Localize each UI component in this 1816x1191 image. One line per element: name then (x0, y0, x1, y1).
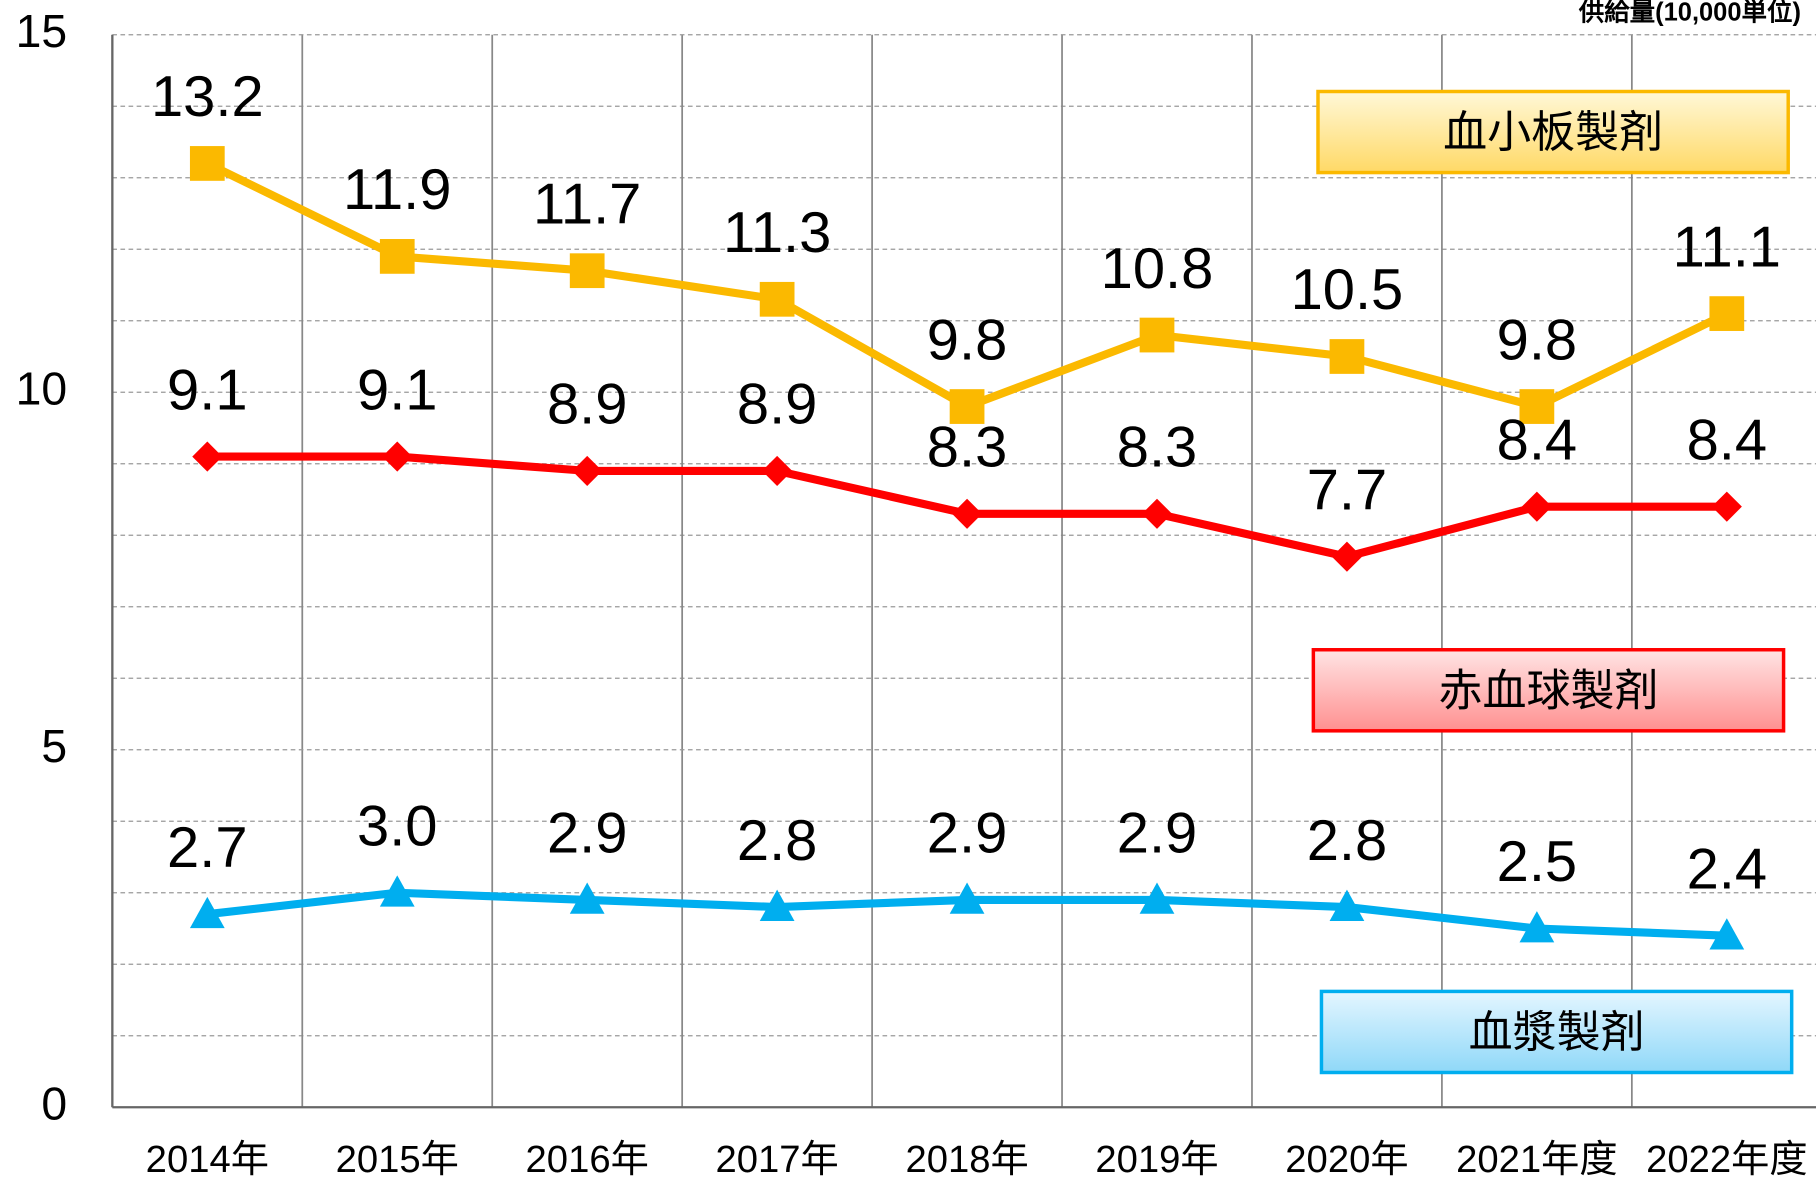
marker (949, 389, 985, 424)
data-label: 9.8 (927, 308, 1007, 372)
x-tick-label: 2020年 (1285, 1138, 1408, 1181)
y-tick-label: 15 (16, 5, 68, 57)
data-label: 10.8 (1101, 237, 1214, 301)
legend-label: 血漿製剤 (1469, 1008, 1645, 1057)
marker (1329, 889, 1365, 921)
data-label: 2.7 (167, 816, 247, 880)
data-label: 9.1 (357, 358, 437, 422)
data-label: 9.1 (167, 358, 247, 422)
legend-box (1319, 989, 1794, 1075)
marker (759, 281, 795, 317)
data-label: 11.9 (343, 158, 451, 222)
data-label: 2.4 (1687, 837, 1767, 901)
marker (1711, 491, 1742, 522)
data-label: 3.0 (357, 794, 437, 858)
data-label: 11.3 (723, 201, 831, 265)
marker (569, 882, 605, 914)
marker (1139, 317, 1175, 353)
data-label: 11.7 (533, 172, 641, 236)
legend-label: 血小板製剤 (1443, 108, 1663, 157)
marker (569, 253, 605, 289)
marker (1139, 882, 1175, 914)
data-label: 2.5 (1497, 830, 1577, 894)
marker (379, 239, 415, 274)
x-tick-label: 2021年度 (1456, 1138, 1617, 1181)
marker (1329, 339, 1365, 374)
x-tick-label: 2016年 (526, 1138, 649, 1181)
marker (759, 889, 795, 921)
marker (379, 875, 415, 907)
marker (189, 146, 225, 181)
x-tick-label: 2022年度 (1646, 1138, 1807, 1181)
data-label: 8.3 (927, 416, 1007, 480)
marker (1141, 498, 1173, 529)
legend-label: 赤血球製剤 (1438, 666, 1658, 715)
data-label: 2.9 (1117, 802, 1197, 866)
x-tick-label: 2019年 (1095, 1138, 1218, 1181)
data-label: 8.9 (737, 373, 817, 437)
data-label: 2.8 (1307, 809, 1387, 873)
marker (192, 441, 223, 472)
marker (952, 498, 983, 529)
data-label: 2.9 (927, 802, 1007, 866)
marker (1709, 296, 1745, 331)
marker (1331, 541, 1362, 572)
y-tick-label: 10 (16, 362, 68, 414)
marker (1709, 918, 1745, 950)
data-label: 8.9 (547, 373, 627, 437)
legend-box (1311, 648, 1786, 733)
data-label: 2.9 (547, 802, 627, 866)
data-label: 13.2 (151, 65, 264, 129)
data-label: 7.7 (1307, 458, 1387, 522)
x-tick-label: 2018年 (905, 1138, 1028, 1181)
data-label: 2.8 (737, 809, 817, 873)
marker (1519, 389, 1555, 424)
x-tick-label: 2017年 (716, 1138, 839, 1181)
y-tick-label: 5 (41, 720, 67, 772)
x-tick-label: 2014年 (146, 1138, 269, 1181)
legend-box (1316, 89, 1790, 175)
data-label: 8.4 (1497, 408, 1577, 472)
data-label: 9.8 (1497, 308, 1577, 372)
marker (572, 455, 603, 486)
marker (189, 896, 225, 929)
marker (1519, 911, 1555, 943)
x-tick-label: 2015年 (336, 1138, 459, 1181)
marker (1521, 491, 1552, 522)
marker (762, 455, 793, 486)
data-label: 10.5 (1291, 258, 1404, 322)
marker (382, 441, 413, 472)
data-label: 8.3 (1117, 416, 1197, 480)
marker (949, 882, 985, 914)
unit-label: 供給量(10,000単位) (1578, 0, 1801, 27)
data-label: 11.1 (1673, 215, 1781, 279)
y-tick-label: 0 (41, 1077, 67, 1129)
data-label: 8.4 (1687, 408, 1767, 472)
